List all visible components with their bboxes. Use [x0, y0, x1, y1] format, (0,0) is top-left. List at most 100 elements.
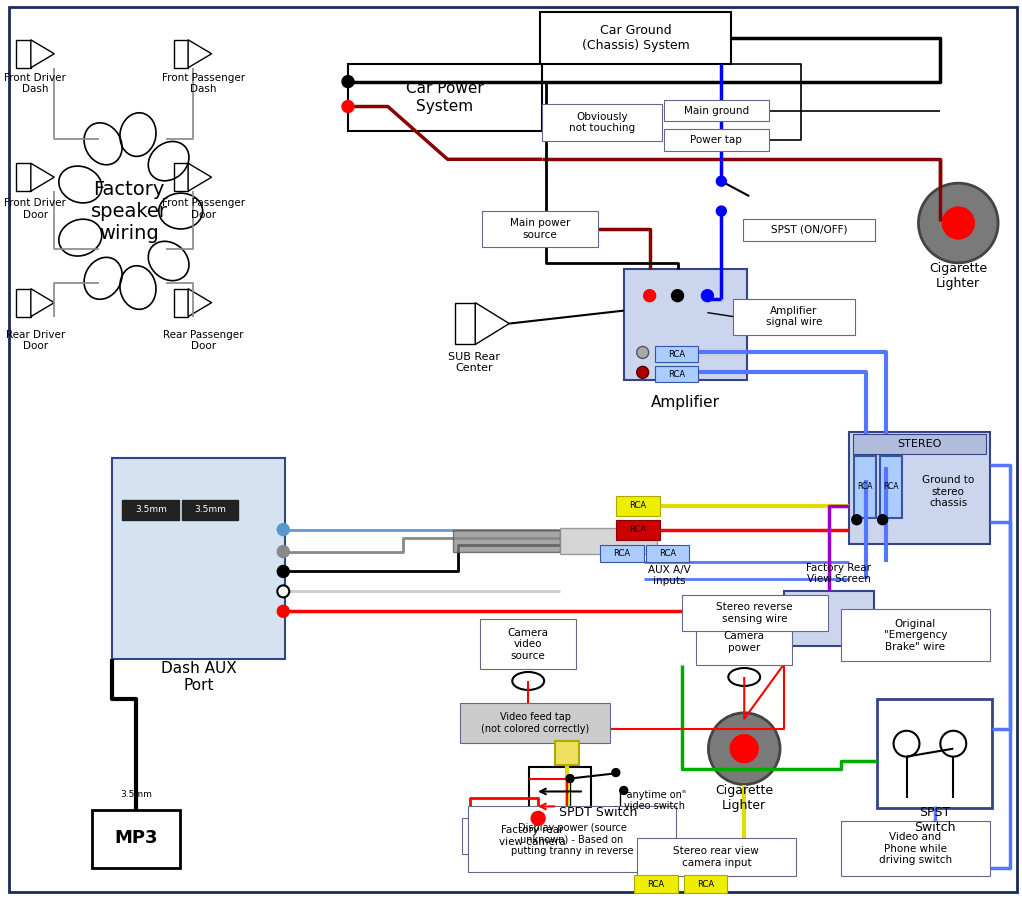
- Polygon shape: [31, 40, 54, 67]
- Bar: [453, 530, 560, 552]
- Text: Display power (source
unknown) - Based on
putting tranny in reverse: Display power (source unknown) - Based o…: [511, 823, 634, 856]
- Circle shape: [942, 207, 974, 239]
- Bar: [848, 432, 990, 544]
- Circle shape: [878, 515, 887, 525]
- Bar: [174, 164, 188, 191]
- Text: Cigarette
Lighter: Cigarette Lighter: [929, 262, 987, 289]
- Text: Main power
source: Main power source: [510, 218, 570, 240]
- Bar: [92, 810, 180, 868]
- Circle shape: [342, 76, 354, 87]
- Bar: [616, 495, 659, 516]
- Bar: [616, 520, 659, 539]
- Circle shape: [716, 206, 727, 216]
- Text: Camera
power: Camera power: [724, 631, 764, 653]
- Text: RCA: RCA: [697, 879, 714, 888]
- Bar: [684, 875, 728, 893]
- Bar: [663, 129, 770, 151]
- Text: Factory rear
view camera: Factory rear view camera: [499, 825, 565, 847]
- Bar: [637, 838, 796, 877]
- Circle shape: [671, 289, 684, 302]
- Polygon shape: [188, 289, 212, 316]
- Text: Factory
speaker
wiring: Factory speaker wiring: [91, 180, 168, 243]
- Circle shape: [277, 524, 289, 536]
- Text: "anytime on"
video switch: "anytime on" video switch: [622, 789, 687, 811]
- Text: RCA: RCA: [659, 549, 677, 558]
- Text: 3.5mm: 3.5mm: [120, 790, 152, 799]
- Bar: [16, 289, 31, 316]
- Circle shape: [919, 183, 998, 263]
- Circle shape: [566, 775, 574, 782]
- Ellipse shape: [512, 672, 544, 690]
- Circle shape: [277, 546, 289, 557]
- Circle shape: [644, 289, 656, 302]
- Bar: [480, 619, 576, 669]
- Bar: [600, 545, 644, 563]
- Circle shape: [637, 346, 649, 359]
- Bar: [463, 818, 602, 854]
- Polygon shape: [188, 40, 212, 67]
- Bar: [852, 434, 986, 454]
- Text: Dash AUX
Port: Dash AUX Port: [160, 661, 236, 693]
- Text: Car Ground
(Chassis) System: Car Ground (Chassis) System: [582, 24, 690, 52]
- Bar: [112, 458, 285, 659]
- Text: Camera
video
source: Camera video source: [508, 628, 549, 661]
- Text: RCA: RCA: [613, 549, 631, 558]
- Text: RCA: RCA: [630, 525, 646, 534]
- Text: Video feed tap
(not colored correctly): Video feed tap (not colored correctly): [481, 712, 590, 734]
- Circle shape: [851, 515, 862, 525]
- Bar: [541, 12, 732, 64]
- Bar: [16, 40, 31, 67]
- Polygon shape: [475, 303, 509, 344]
- Polygon shape: [188, 164, 212, 191]
- Text: Front Passenger
Dash: Front Passenger Dash: [162, 73, 245, 94]
- Bar: [655, 367, 698, 382]
- Text: STEREO: STEREO: [897, 439, 941, 449]
- Text: Car Power
System: Car Power System: [406, 82, 483, 114]
- Bar: [646, 545, 690, 563]
- Circle shape: [594, 828, 610, 844]
- Circle shape: [342, 101, 354, 112]
- Circle shape: [277, 565, 289, 577]
- Bar: [182, 500, 238, 520]
- Circle shape: [701, 289, 713, 302]
- Bar: [853, 456, 876, 518]
- Circle shape: [708, 713, 780, 785]
- Text: Video and
Phone while
driving switch: Video and Phone while driving switch: [879, 832, 953, 866]
- Bar: [461, 703, 610, 743]
- Circle shape: [731, 734, 758, 762]
- Text: Stereo rear view
camera input: Stereo rear view camera input: [673, 846, 759, 868]
- Text: RCA: RCA: [647, 879, 664, 888]
- Text: Ground to
stereo
chassis: Ground to stereo chassis: [922, 476, 974, 509]
- Bar: [174, 289, 188, 316]
- Text: Rear Passenger
Door: Rear Passenger Door: [164, 330, 244, 352]
- Text: RCA: RCA: [668, 350, 685, 359]
- Text: Amplifier
signal wire: Amplifier signal wire: [765, 306, 822, 327]
- Bar: [880, 456, 901, 518]
- Polygon shape: [31, 164, 54, 191]
- Circle shape: [637, 367, 649, 378]
- Text: Front Driver
Door: Front Driver Door: [4, 199, 66, 220]
- Text: SUB Rear
Center: SUB Rear Center: [449, 352, 501, 373]
- Text: AUX A/V
inputs: AUX A/V inputs: [648, 565, 691, 586]
- Bar: [529, 767, 591, 821]
- Circle shape: [277, 585, 289, 597]
- Text: 3.5mm: 3.5mm: [194, 505, 227, 514]
- Text: SPST
Switch: SPST Switch: [914, 806, 956, 834]
- Circle shape: [612, 769, 619, 777]
- Circle shape: [893, 731, 920, 757]
- Bar: [623, 269, 747, 380]
- Bar: [482, 211, 598, 247]
- Text: 3.5mm: 3.5mm: [135, 505, 167, 514]
- Bar: [784, 592, 874, 646]
- Text: Cigarette
Lighter: Cigarette Lighter: [715, 785, 774, 813]
- Polygon shape: [31, 289, 54, 316]
- Bar: [634, 875, 678, 893]
- Ellipse shape: [729, 668, 760, 686]
- Bar: [655, 346, 698, 362]
- Text: SPST (ON/OFF): SPST (ON/OFF): [771, 225, 847, 235]
- Bar: [455, 303, 475, 344]
- Circle shape: [940, 731, 966, 757]
- Bar: [555, 741, 579, 765]
- Text: Stereo reverse
sensing wire: Stereo reverse sensing wire: [716, 602, 793, 624]
- Text: Obviously
not touching: Obviously not touching: [569, 111, 635, 133]
